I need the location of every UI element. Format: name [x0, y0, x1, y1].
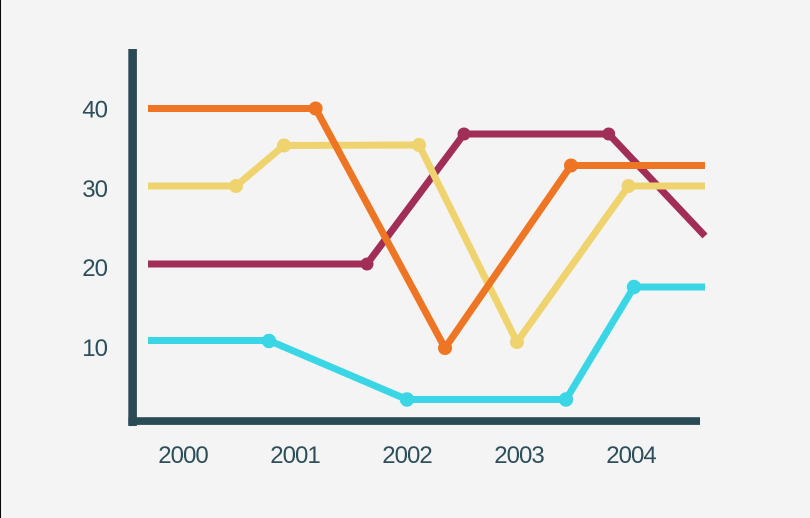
svg-text:10: 10 [82, 335, 107, 362]
svg-text:20: 20 [82, 255, 107, 282]
svg-text:30: 30 [82, 176, 107, 203]
svg-text:2004: 2004 [606, 442, 656, 469]
svg-text:2003: 2003 [494, 442, 544, 469]
svg-text:40: 40 [82, 97, 107, 124]
svg-text:2001: 2001 [270, 442, 320, 469]
svg-text:2000: 2000 [158, 442, 208, 469]
svg-text:2002: 2002 [382, 442, 432, 469]
